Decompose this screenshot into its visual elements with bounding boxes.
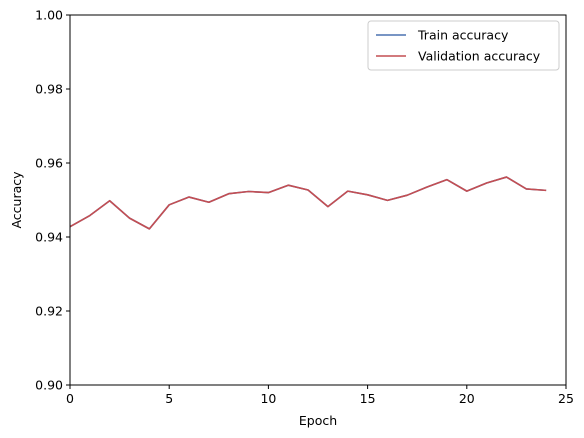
- x-tick-label: 15: [360, 391, 376, 406]
- validation-accuracy-line: [69, 176, 547, 230]
- y-tick-label: 0.98: [35, 82, 63, 97]
- series-layer: [69, 176, 547, 230]
- legend-box: [367, 20, 560, 71]
- y-tick-label: 0.94: [35, 230, 63, 245]
- legend-label-validation: Validation accuracy: [418, 49, 541, 64]
- y-tick-label: 1.00: [35, 8, 63, 23]
- y-axis-ticks: 0.90 0.92 0.94 0.96 0.98 1.00: [35, 8, 70, 393]
- legend: Train accuracy Validation accuracy: [367, 20, 560, 71]
- x-tick-label: 20: [459, 391, 475, 406]
- y-tick-label: 0.92: [35, 304, 63, 319]
- x-tick-label: 5: [165, 391, 173, 406]
- axes-frame: [69, 14, 567, 386]
- x-tick-label: 0: [66, 391, 74, 406]
- x-axis-label: Epoch: [299, 413, 337, 428]
- y-tick-label: 0.96: [35, 156, 63, 171]
- y-axis-label: Accuracy: [9, 171, 24, 229]
- x-tick-label: 10: [260, 391, 276, 406]
- x-tick-label: 25: [558, 391, 574, 406]
- y-tick-label: 0.90: [35, 378, 63, 393]
- x-axis-ticks: 0 5 10 15 20 25: [66, 385, 574, 406]
- legend-label-train: Train accuracy: [417, 28, 509, 43]
